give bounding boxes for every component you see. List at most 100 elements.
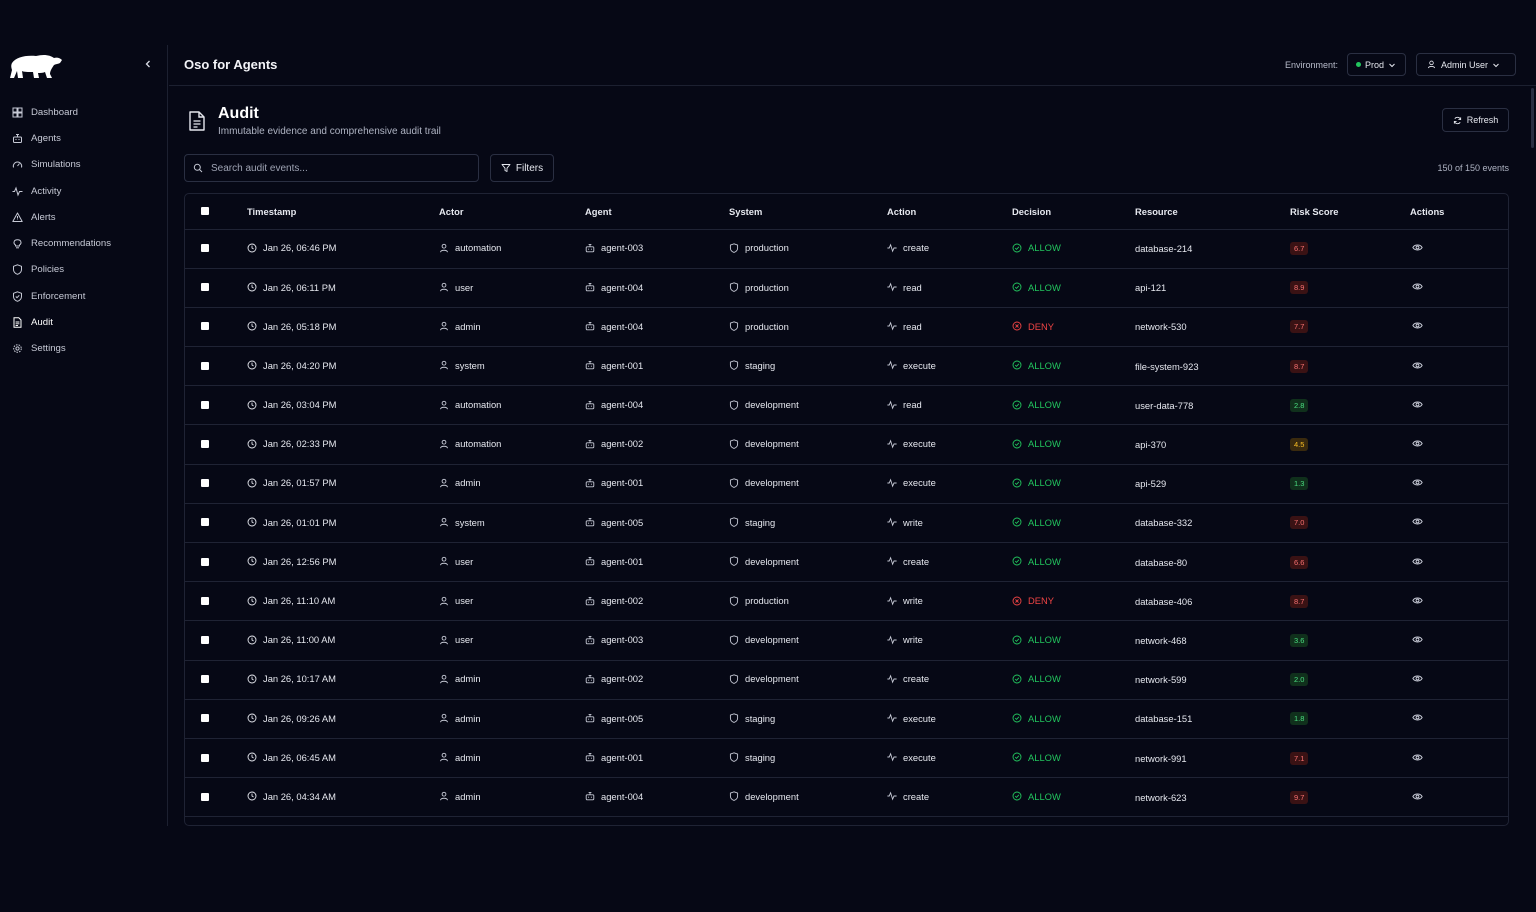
user-menu-button[interactable]: Admin User xyxy=(1416,53,1516,76)
agent: agent-001 xyxy=(601,751,644,763)
sidebar-item-recommendations[interactable]: Recommendations xyxy=(0,230,167,256)
timestamp-cell: Jan 26, 02:33 PM xyxy=(247,424,439,465)
column-header-timestamp[interactable]: Timestamp xyxy=(247,194,439,230)
eye-icon[interactable] xyxy=(1412,477,1423,488)
actions-cell xyxy=(1410,307,1508,348)
eye-icon[interactable] xyxy=(1412,595,1423,606)
search-input[interactable] xyxy=(211,162,461,174)
row-checkbox[interactable] xyxy=(201,792,209,801)
timestamp: Jan 26, 06:46 PM xyxy=(263,242,337,254)
eye-icon[interactable] xyxy=(1412,556,1423,567)
eye-icon[interactable] xyxy=(1412,752,1423,763)
eye-icon[interactable] xyxy=(1412,438,1423,449)
table-row[interactable]: Jan 26, 04:20 PM system agent-001 staging ex… xyxy=(185,346,1508,387)
shield-check-icon xyxy=(13,290,22,302)
row-checkbox[interactable] xyxy=(201,283,209,292)
table-row[interactable]: Jan 26, 11:00 AM user agent-003 development… xyxy=(185,620,1508,661)
eye-icon[interactable] xyxy=(1412,281,1423,292)
table-row[interactable]: Jan 26, 01:57 PM admin agent-001 developmen… xyxy=(185,464,1508,504)
column-header-system[interactable]: System xyxy=(729,194,887,230)
decision-badge: DENY xyxy=(1028,595,1055,607)
audit-table: Timestamp Actor Agent System Action Deci… xyxy=(185,194,1508,818)
row-checkbox[interactable] xyxy=(201,753,209,762)
filters-button[interactable]: Filters xyxy=(490,154,554,182)
table-row[interactable]: Jan 26, 04:34 AM admin agent-004 developmen… xyxy=(185,777,1508,818)
column-header-resource[interactable]: Resource xyxy=(1135,194,1290,230)
sidebar-item-simulations[interactable]: Simulations xyxy=(0,152,167,178)
eye-icon[interactable] xyxy=(1412,516,1423,527)
eye-icon[interactable] xyxy=(1412,791,1423,802)
eye-icon[interactable] xyxy=(1412,242,1423,253)
row-checkbox[interactable] xyxy=(201,400,209,409)
resource: file-system-923 xyxy=(1135,360,1199,372)
actions-cell xyxy=(1410,738,1508,779)
system-cell: production xyxy=(729,229,887,269)
table-row[interactable]: Jan 26, 05:18 PM admin agent-004 production… xyxy=(185,307,1508,348)
app-window: Dashboard Agents Simulations Activity Alerts… xyxy=(0,45,1536,826)
column-header-actor[interactable]: Actor xyxy=(439,194,585,230)
row-checkbox[interactable] xyxy=(201,361,209,370)
eye-icon[interactable] xyxy=(1412,673,1423,684)
sidebar-item-enforcement[interactable]: Enforcement xyxy=(0,283,167,309)
eye-icon[interactable] xyxy=(1412,712,1423,723)
row-checkbox[interactable] xyxy=(201,596,209,605)
table-row[interactable]: Jan 26, 06:45 AM admin agent-001 staging exe… xyxy=(185,738,1508,779)
action: create xyxy=(903,790,930,802)
eye-icon[interactable] xyxy=(1412,634,1423,645)
eye-icon[interactable] xyxy=(1412,360,1423,371)
system-cell: staging xyxy=(729,503,887,544)
column-header-decision[interactable]: Decision xyxy=(1012,194,1135,230)
risk-score-badge: 2.8 xyxy=(1290,398,1309,412)
sidebar-item-policies[interactable]: Policies xyxy=(0,257,167,283)
action-cell: execute xyxy=(887,424,1012,465)
refresh-button[interactable]: Refresh xyxy=(1442,108,1509,132)
actor: user xyxy=(455,595,474,607)
row-checkbox[interactable] xyxy=(201,440,209,449)
sidebar-item-activity[interactable]: Activity xyxy=(0,178,167,204)
table-row[interactable]: Jan 26, 06:11 PM user agent-004 production r… xyxy=(185,268,1508,308)
audit-table-body: Jan 26, 06:46 PM automation agent-003 produ… xyxy=(185,229,1508,818)
row-checkbox[interactable] xyxy=(201,518,209,527)
activity-icon xyxy=(887,596,897,606)
column-header-risk-score[interactable]: Risk Score xyxy=(1290,194,1410,230)
table-row[interactable]: Jan 26, 12:56 PM user agent-001 development… xyxy=(185,542,1508,583)
row-checkbox[interactable] xyxy=(201,714,209,723)
system-cell: development xyxy=(729,620,887,661)
resource: database-151 xyxy=(1135,713,1193,725)
decision-cell: ALLOW xyxy=(1012,738,1135,779)
search-box[interactable] xyxy=(184,154,479,182)
sidebar-item-agents[interactable]: Agents xyxy=(0,125,167,151)
check-circle-icon xyxy=(1012,360,1022,370)
sidebar-item-dashboard[interactable]: Dashboard xyxy=(0,99,167,125)
row-checkbox[interactable] xyxy=(201,635,209,644)
actions-cell xyxy=(1410,385,1508,426)
decision-badge: ALLOW xyxy=(1028,242,1061,254)
column-header-agent[interactable]: Agent xyxy=(585,194,729,230)
row-checkbox[interactable] xyxy=(201,322,209,331)
row-checkbox[interactable] xyxy=(201,557,209,566)
select-all-checkbox[interactable] xyxy=(201,206,209,215)
chevron-left-icon[interactable] xyxy=(141,57,155,71)
table-row[interactable]: Jan 26, 11:10 AM user agent-002 production w… xyxy=(185,581,1508,622)
sidebar-item-audit[interactable]: Audit xyxy=(0,309,167,335)
clock-icon xyxy=(247,556,257,566)
sidebar-item-alerts[interactable]: Alerts xyxy=(0,204,167,230)
table-row[interactable]: Jan 26, 03:04 PM automation agent-004 devel… xyxy=(185,385,1508,426)
table-row[interactable]: Jan 26, 02:33 PM automation agent-002 devel… xyxy=(185,424,1508,465)
action: write xyxy=(903,595,923,607)
column-header-action[interactable]: Action xyxy=(887,194,1012,230)
table-row[interactable]: Jan 26, 09:26 AM admin agent-005 staging exe… xyxy=(185,699,1508,739)
table-row[interactable]: Jan 26, 06:46 PM automation agent-003 produ… xyxy=(185,229,1508,269)
table-row[interactable]: Jan 26, 01:01 PM system agent-005 staging wr… xyxy=(185,503,1508,544)
environment-select[interactable]: Prod xyxy=(1347,53,1406,76)
row-checkbox[interactable] xyxy=(201,244,209,253)
page-scrollbar[interactable] xyxy=(1531,88,1534,148)
action: read xyxy=(903,399,922,411)
row-checkbox[interactable] xyxy=(201,675,209,684)
sidebar-item-settings[interactable]: Settings xyxy=(0,336,167,362)
eye-icon[interactable] xyxy=(1412,399,1423,410)
column-header-actions: Actions xyxy=(1410,194,1508,230)
row-checkbox[interactable] xyxy=(201,479,209,488)
table-row[interactable]: Jan 26, 10:17 AM admin agent-002 developmen… xyxy=(185,660,1508,700)
eye-icon[interactable] xyxy=(1412,320,1423,331)
